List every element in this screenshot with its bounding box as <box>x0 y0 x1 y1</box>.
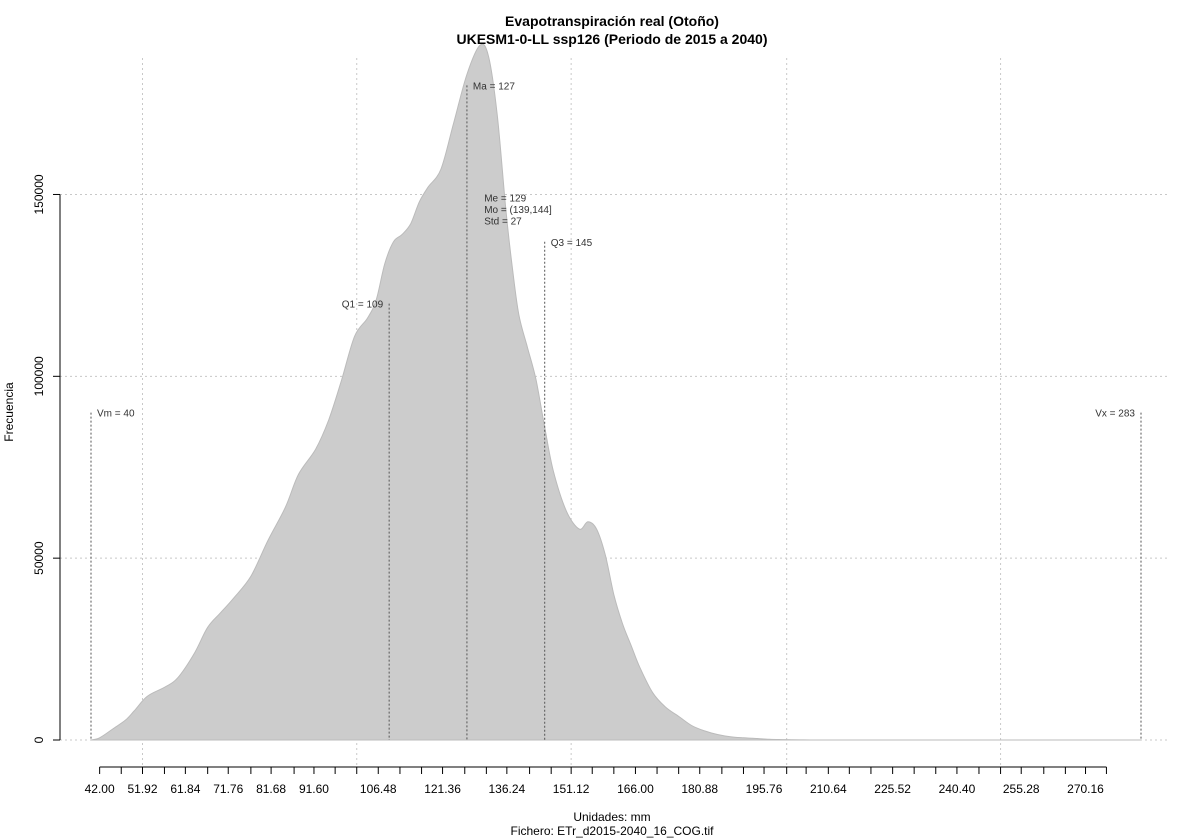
annotation-label: Vm = 40 <box>97 409 135 420</box>
x-tick-label: 210.64 <box>810 782 847 796</box>
density-area <box>90 43 1141 741</box>
y-axis-label: Frecuencia <box>2 382 16 442</box>
y-tick-label: 50000 <box>32 541 46 575</box>
y-tick-label: 150000 <box>32 174 46 214</box>
chart-subtitle: UKESM1-0-LL ssp126 (Periodo de 2015 a 20… <box>457 31 768 47</box>
axes: 0 50000 100000 150000 42.00 51.92 61.84 71.76 81… <box>32 174 1107 796</box>
y-tick-label: 0 <box>32 736 46 743</box>
annotation-label: Q1 = 109 <box>342 300 384 311</box>
stats-line: Std = 27 <box>484 217 522 228</box>
x-tick-label: 81.68 <box>256 782 286 796</box>
x-tick-label: 225.52 <box>874 782 911 796</box>
annotation-label: Q3 = 145 <box>551 238 593 249</box>
x-tick-label: 136.24 <box>489 782 526 796</box>
x-tick-label: 240.40 <box>939 782 976 796</box>
x-tick-label: 61.84 <box>170 782 200 796</box>
x-tick-label: 51.92 <box>127 782 157 796</box>
y-tick-label: 100000 <box>32 356 46 396</box>
annotations: Vm = 40 Q1 = 109 Ma = 127 Q3 = 145 Vx = 283 M… <box>90 81 1142 740</box>
x-tick-label: 195.76 <box>746 782 783 796</box>
x-tick-label: 255.28 <box>1003 782 1040 796</box>
footer-filename: Fichero: ETr_d2015-2040_16_COG.tif <box>511 824 715 838</box>
stats-line: Mo = (139,144] <box>484 205 552 216</box>
annotation-label: Ma = 127 <box>473 81 515 92</box>
chart-title: Evapotranspiración real (Otoño) <box>505 13 719 29</box>
x-tick-label: 106.48 <box>360 782 397 796</box>
x-tick-label: 166.00 <box>617 782 654 796</box>
x-tick-label: 42.00 <box>85 782 115 796</box>
annotation-label: Vx = 283 <box>1095 409 1135 420</box>
x-tick-label: 270.16 <box>1067 782 1104 796</box>
x-tick-label: 71.76 <box>213 782 243 796</box>
stats-line: Me = 129 <box>484 194 526 205</box>
x-tick-label: 180.88 <box>681 782 718 796</box>
x-axis-label: Unidades: mm <box>573 810 650 824</box>
x-tick-label: 151.12 <box>553 782 590 796</box>
x-tick-label: 91.60 <box>299 782 329 796</box>
x-tick-label: 121.36 <box>424 782 461 796</box>
